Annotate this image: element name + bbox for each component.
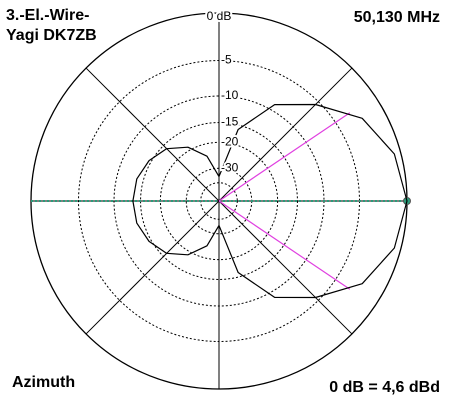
spoke xyxy=(218,67,353,202)
ring-label: -5 xyxy=(221,53,232,67)
half-power-line xyxy=(218,112,351,202)
ring-label: -30 xyxy=(221,160,239,174)
pattern xyxy=(132,103,408,299)
ring-label: -10 xyxy=(221,88,239,102)
spoke xyxy=(85,67,220,202)
half-power-line xyxy=(218,200,351,290)
grid-ring xyxy=(140,122,298,280)
grid-ring xyxy=(159,141,279,261)
frequency: 50,130 MHz xyxy=(354,9,440,26)
reference-label: 0 dB = 4,6 dBd xyxy=(329,379,440,396)
spoke xyxy=(218,200,353,335)
plane-label: Azimuth xyxy=(12,374,75,391)
chart-title: 3.-El.-Wire- xyxy=(6,7,89,24)
ring-label: 0 dB xyxy=(207,9,232,23)
spoke xyxy=(85,200,220,335)
ring-label: -15 xyxy=(221,115,239,129)
chart-title: Yagi DK7ZB xyxy=(6,27,97,44)
ring-label: -20 xyxy=(221,135,239,149)
